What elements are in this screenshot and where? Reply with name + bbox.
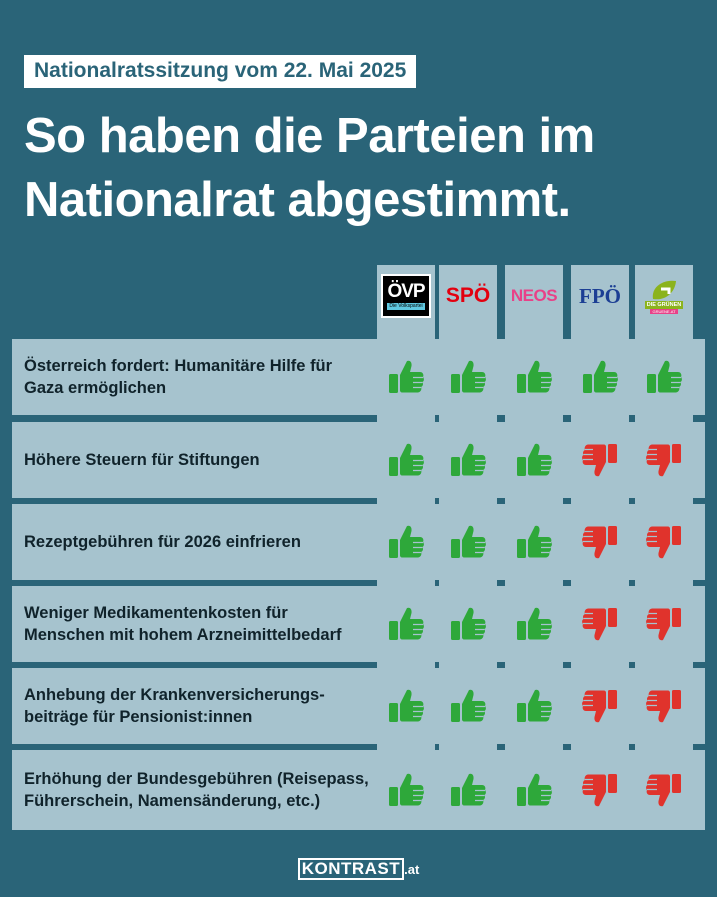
thumbs-up-icon xyxy=(379,339,433,415)
spoe-logo-text: SPÖ xyxy=(445,284,491,307)
thumbs-up-icon xyxy=(379,586,433,662)
brand-logo: KONTRAST xyxy=(297,858,405,880)
thumbs-up-icon xyxy=(379,668,433,744)
vote-row-label: Anhebung der Krankenversicherungs-beiträ… xyxy=(24,686,325,726)
thumbs-down-icon xyxy=(573,750,627,830)
vote-row-label: Erhöhung der Bundesgebühren (Reisepass, … xyxy=(24,770,369,810)
thumbs-up-icon xyxy=(507,586,561,662)
gruene-logo: DIE GRÜNEN GRUENE.AT xyxy=(637,270,691,322)
thumbs-up-icon xyxy=(507,750,561,830)
vote-row: Rezeptgebühren für 2026 einfrieren xyxy=(12,504,705,580)
brand-domain: .at xyxy=(404,862,420,877)
thumbs-down-icon xyxy=(573,422,627,498)
vote-row: Österreich fordert: Humanitäre Hilfe für… xyxy=(12,339,705,415)
thumbs-down-icon xyxy=(637,750,691,830)
oevp-logo: ÖVP Die Volkspartei xyxy=(379,270,433,322)
gruene-leaf-icon xyxy=(652,280,676,299)
vote-row: Weniger Medikamentenkosten für Menschen … xyxy=(12,586,705,662)
thumbs-down-icon xyxy=(637,422,691,498)
neos-logo: NEOS xyxy=(507,270,561,322)
thumbs-up-icon xyxy=(573,339,627,415)
thumbs-up-icon xyxy=(441,586,495,662)
gruene-logo-subtext: GRUENE.AT xyxy=(650,308,678,314)
thumbs-up-icon xyxy=(637,339,691,415)
oevp-logo-text: ÖVP xyxy=(387,281,425,302)
thumbs-down-icon xyxy=(573,668,627,744)
neos-logo-text: NEOS xyxy=(510,286,558,305)
thumbs-up-icon xyxy=(507,668,561,744)
vote-row-label: Höhere Steuern für Stiftungen xyxy=(24,451,260,469)
thumbs-down-icon xyxy=(573,504,627,580)
footer-brand: KONTRAST .at xyxy=(0,858,717,880)
vote-row-label: Weniger Medikamentenkosten für Menschen … xyxy=(24,604,342,644)
thumbs-up-icon xyxy=(441,750,495,830)
vote-row: Anhebung der Krankenversicherungs-beiträ… xyxy=(12,668,705,744)
thumbs-up-icon xyxy=(441,422,495,498)
thumbs-up-icon xyxy=(379,750,433,830)
page-title: So haben die Parteien im Nationalrat abg… xyxy=(24,104,694,232)
fpoe-logo-text: FPÖ xyxy=(579,283,621,308)
thumbs-down-icon xyxy=(573,586,627,662)
thumbs-down-icon xyxy=(637,586,691,662)
thumbs-up-icon xyxy=(507,504,561,580)
vote-row-label: Rezeptgebühren für 2026 einfrieren xyxy=(24,533,301,551)
thumbs-down-icon xyxy=(637,504,691,580)
title-line-2: Nationalrat abgestimmt. xyxy=(24,173,571,227)
thumbs-up-icon xyxy=(441,668,495,744)
oevp-logo-subtext: Die Volkspartei xyxy=(387,303,425,310)
thumbs-up-icon xyxy=(507,339,561,415)
gruene-logo-text: DIE GRÜNEN xyxy=(644,300,684,309)
session-date-tag: Nationalratssitzung vom 22. Mai 2025 xyxy=(24,55,417,88)
vote-row: Erhöhung der Bundesgebühren (Reisepass, … xyxy=(12,750,705,830)
thumbs-down-icon xyxy=(637,668,691,744)
title-line-1: So haben die Parteien im xyxy=(24,109,595,163)
vote-row-label: Österreich fordert: Humanitäre Hilfe für… xyxy=(24,357,333,397)
thumbs-up-icon xyxy=(441,339,495,415)
thumbs-up-icon xyxy=(379,422,433,498)
thumbs-up-icon xyxy=(379,504,433,580)
spoe-logo: SPÖ xyxy=(441,270,495,322)
thumbs-up-icon xyxy=(507,422,561,498)
fpoe-logo: FPÖ xyxy=(573,270,627,322)
vote-row: Höhere Steuern für Stiftungen xyxy=(12,422,705,498)
thumbs-up-icon xyxy=(441,504,495,580)
